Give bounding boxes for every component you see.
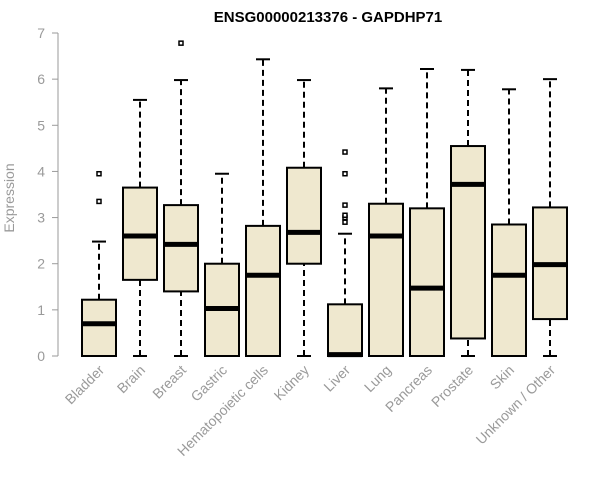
box-hematopoietic-cells — [245, 58, 281, 357]
box-iqr — [450, 145, 486, 340]
x-tick-label: Brain — [114, 362, 148, 396]
y-tick-label: 2 — [37, 256, 45, 272]
boxes — [81, 40, 568, 358]
x-tick-label: Lung — [361, 362, 394, 395]
box-breast — [163, 40, 199, 357]
y-tick-label: 0 — [37, 348, 45, 364]
box-unknown-other — [532, 78, 568, 357]
box-lung — [368, 87, 404, 357]
x-tick-label: Breast — [149, 362, 189, 402]
y-tick-label: 4 — [37, 163, 45, 179]
box-brain — [122, 98, 158, 357]
x-tick-label: Bladder — [62, 362, 108, 408]
box-iqr — [368, 202, 404, 357]
y-tick-label: 7 — [37, 25, 45, 41]
outlier-point — [342, 149, 348, 155]
box-gastric — [204, 172, 240, 358]
y-ticks: 0 1 2 3 4 5 6 7 — [37, 25, 58, 364]
box-prostate — [450, 68, 486, 357]
x-tick-label: Skin — [487, 362, 518, 393]
box-bladder — [81, 170, 117, 358]
outlier-point — [342, 202, 348, 208]
y-tick-label: 6 — [37, 71, 45, 87]
x-tick-label: Prostate — [428, 362, 476, 410]
box-iqr — [245, 224, 281, 357]
y-tick-label: 3 — [37, 210, 45, 226]
outlier-point — [96, 170, 102, 177]
outlier-point — [178, 40, 184, 46]
box-kidney — [286, 79, 322, 357]
y-tick-label: 1 — [37, 302, 45, 318]
box-skin — [491, 88, 527, 357]
x-tick-label: Kidney — [271, 362, 313, 404]
y-tick-label: 5 — [37, 117, 45, 133]
x-tick-label: Liver — [320, 362, 353, 395]
box-iqr — [491, 223, 527, 357]
box-liver — [327, 149, 363, 358]
box-iqr — [81, 298, 117, 358]
chart-title: ENSG00000213376 - GAPDHP71 — [214, 9, 442, 26]
outlier-point — [342, 170, 348, 177]
outlier-point — [342, 219, 348, 225]
outlier-point — [96, 198, 102, 205]
box-pancreas — [409, 67, 445, 357]
box-iqr — [163, 204, 199, 293]
box-iqr — [409, 207, 445, 357]
y-axis-label: Expression — [1, 163, 17, 232]
outlier-point — [342, 212, 348, 219]
box-iqr — [286, 166, 322, 265]
box-iqr — [327, 303, 363, 358]
